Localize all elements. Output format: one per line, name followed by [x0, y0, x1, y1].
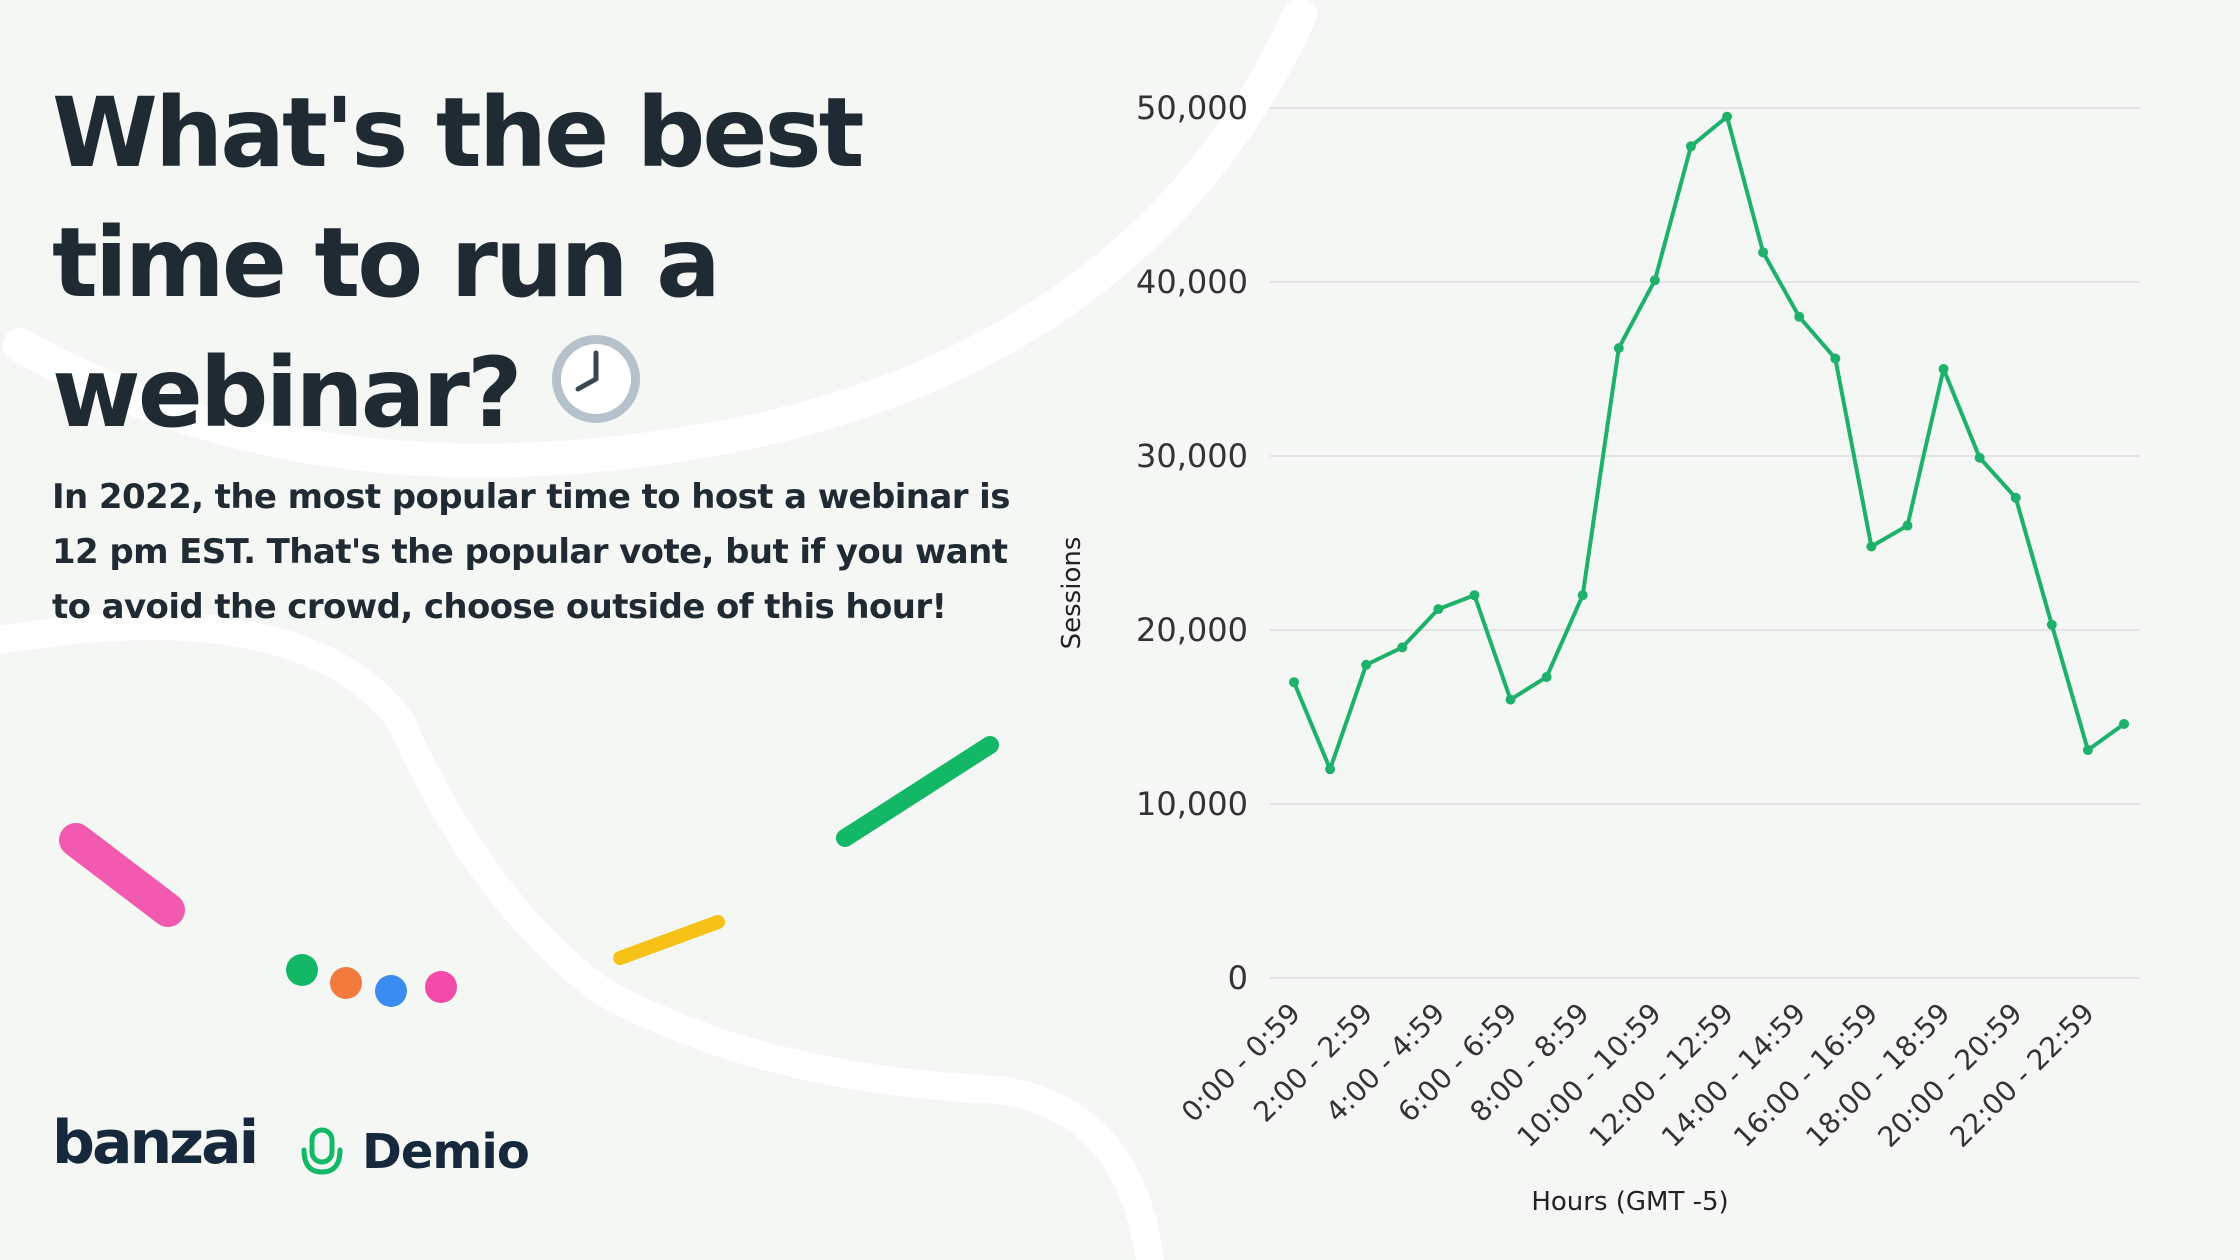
microphone-icon — [301, 1127, 343, 1175]
data-point — [1938, 364, 1949, 374]
data-point — [1794, 311, 1805, 322]
data-point — [1541, 671, 1552, 682]
data-point — [2046, 619, 2057, 630]
data-point — [1361, 659, 1372, 670]
demio-logo: Demio — [296, 1124, 530, 1180]
data-point — [1649, 275, 1660, 286]
data-point — [1325, 764, 1336, 775]
data-point — [1685, 141, 1696, 152]
data-point — [2082, 745, 2093, 756]
page-title: What's the best time to run a webinar? — [52, 68, 1052, 465]
x-axis-ticks: 0:00 - 0:592:00 - 2:594:00 - 4:596:00 - … — [1175, 997, 2101, 1154]
dot-blue — [375, 975, 407, 1007]
data-point — [1866, 541, 1877, 552]
data-point — [2119, 718, 2129, 729]
dot-orange — [330, 967, 362, 999]
data-point — [1758, 247, 1769, 258]
dot-green — [286, 954, 318, 986]
data-point — [1830, 353, 1841, 364]
data-point — [1577, 590, 1588, 601]
data-points — [1289, 111, 2129, 775]
y-tick-label: 10,000 — [1136, 785, 1248, 823]
sessions-line-chart: 0 10,000 20,000 30,000 40,000 50,000 0:00 - 0… — [1057, 89, 2140, 1217]
y-tick-label: 30,000 — [1136, 437, 1248, 475]
data-point — [1433, 604, 1444, 615]
data-point — [1469, 590, 1480, 601]
demio-logo-text: Demio — [362, 1124, 530, 1180]
clock-icon — [548, 329, 644, 459]
series-line — [1292, 114, 2126, 772]
pink-stroke — [59, 823, 185, 927]
data-point — [1397, 642, 1408, 653]
page-subtitle: In 2022, the most popular time to host a… — [52, 477, 1010, 627]
banzai-logo: banzai — [52, 1108, 259, 1178]
y-tick-label: 0 — [1228, 959, 1248, 997]
data-point — [1722, 111, 1733, 122]
yellow-stroke — [613, 915, 725, 965]
x-axis-label: Hours (GMT -5) — [1531, 1187, 1728, 1217]
data-point — [1289, 677, 1299, 688]
data-point — [1505, 694, 1516, 705]
y-tick-label: 50,000 — [1136, 89, 1248, 127]
grid-lines — [1270, 107, 2140, 979]
dot-pink — [425, 971, 457, 1003]
green-stroke — [836, 736, 999, 847]
data-point — [1974, 452, 1985, 463]
y-axis-ticks: 0 10,000 20,000 30,000 40,000 50,000 — [1136, 89, 1248, 997]
page-title-text: What's the best time to run a webinar? — [52, 77, 864, 449]
y-tick-label: 40,000 — [1136, 263, 1248, 301]
data-point — [2010, 492, 2021, 503]
y-axis-label: Sessions — [1057, 537, 1087, 650]
y-tick-label: 20,000 — [1136, 611, 1248, 649]
data-point — [1902, 520, 1913, 531]
data-point — [1613, 343, 1624, 354]
